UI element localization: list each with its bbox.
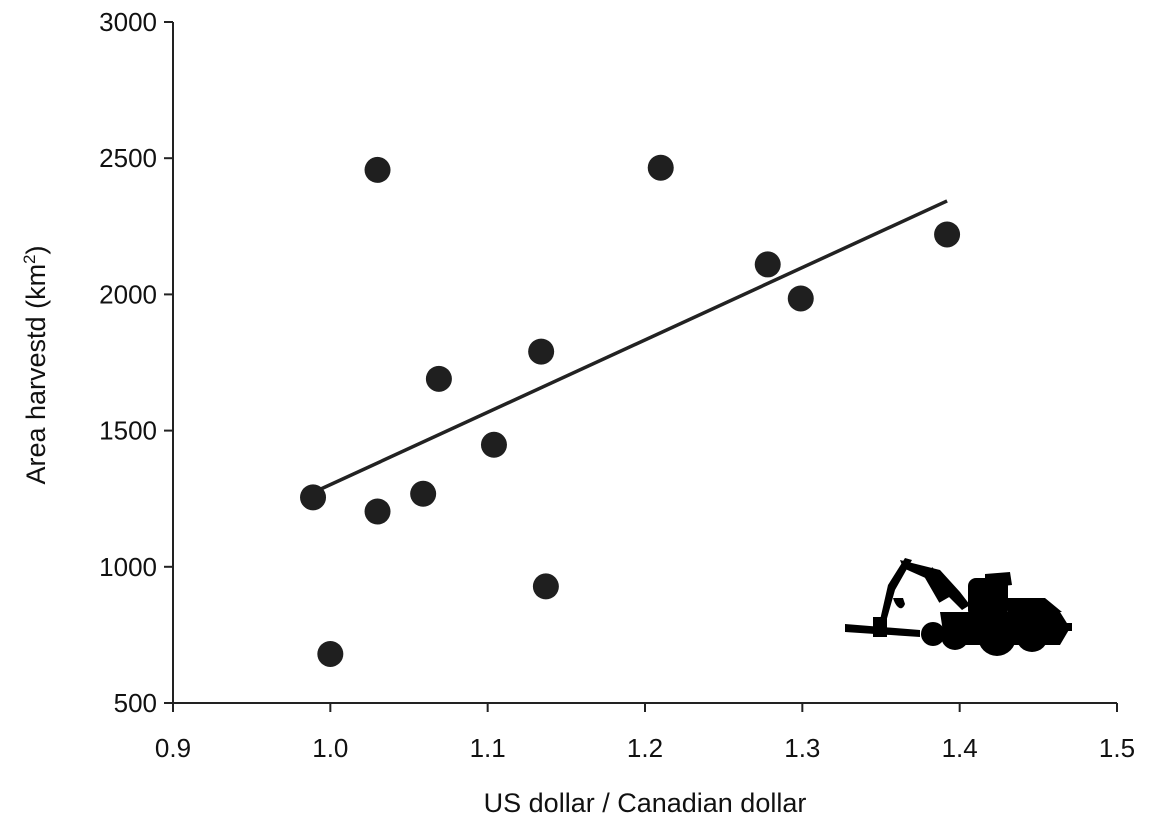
y-tick-label: 1500	[99, 416, 157, 446]
data-point	[317, 640, 344, 667]
data-point	[528, 338, 555, 365]
data-point	[934, 221, 961, 248]
x-tick-label: 1.3	[784, 733, 820, 763]
forest-harvester-silhouette-icon	[845, 558, 1072, 656]
x-axis-title: US dollar / Canadian dollar	[484, 788, 807, 818]
y-tick-label: 2000	[99, 279, 157, 309]
data-points	[300, 154, 961, 667]
x-tick-label: 1.0	[312, 733, 348, 763]
data-point	[532, 573, 559, 600]
data-point	[364, 498, 391, 525]
x-tick-label: 1.2	[627, 733, 663, 763]
y-axis-ticks: 500 1000 1500 2000 2500 3000	[99, 7, 173, 718]
data-point	[787, 285, 814, 312]
y-tick-label: 3000	[99, 7, 157, 37]
y-tick-label: 2500	[99, 143, 157, 173]
y-tick-label: 1000	[99, 552, 157, 582]
data-point	[300, 484, 327, 511]
data-point	[425, 365, 452, 392]
y-axis-title-superscript: 2	[20, 254, 39, 263]
x-tick-label: 1.5	[1099, 733, 1135, 763]
data-point	[480, 431, 507, 458]
y-tick-label: 500	[114, 688, 157, 718]
x-axis-ticks: 0.9 1.0 1.1 1.2 1.3 1.4 1.5	[155, 703, 1135, 763]
x-tick-label: 1.1	[470, 733, 506, 763]
trend-line	[313, 199, 948, 494]
y-axis-title: Area harvestd (km2)	[20, 245, 51, 484]
x-tick-label: 0.9	[155, 733, 191, 763]
data-point	[364, 156, 391, 183]
x-tick-label: 1.4	[942, 733, 978, 763]
data-point	[754, 251, 781, 278]
y-axis-title-main: Area harvestd (km	[21, 264, 51, 485]
data-point	[647, 154, 674, 181]
y-axis-title-close: )	[21, 245, 51, 254]
data-point	[410, 480, 437, 507]
